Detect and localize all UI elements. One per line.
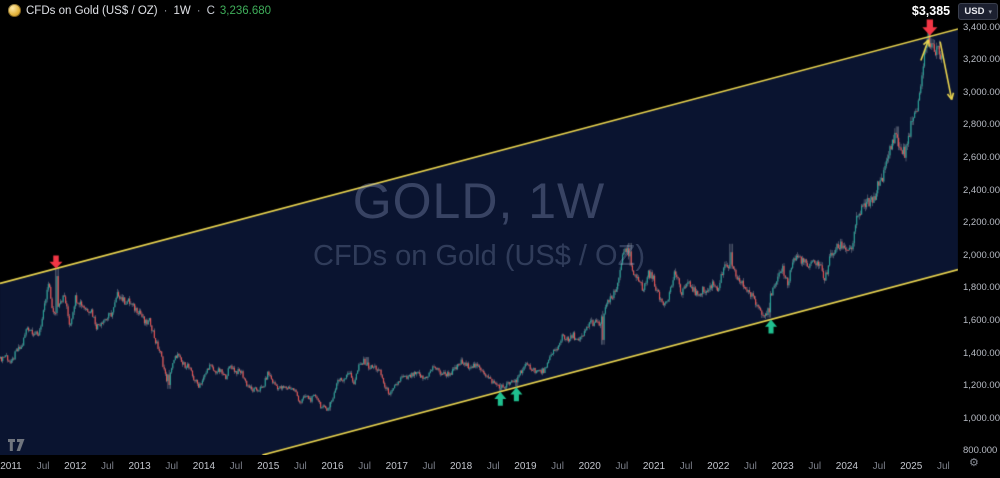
price-axis-label: 2,800.000 <box>963 119 1000 131</box>
time-axis-year-label: 2017 <box>385 461 408 472</box>
last-price-value: 3,236.680 <box>219 4 272 17</box>
axis-settings-gear-icon[interactable]: ⚙ <box>969 457 979 469</box>
time-axis-month-label: Jul <box>486 461 500 472</box>
price-axis-label: 1,400.000 <box>963 347 1000 359</box>
time-axis-year-label: 2025 <box>900 461 923 472</box>
price-axis-label: 800.000 <box>963 445 998 457</box>
price-axis-label: 3,400.000 <box>963 21 1000 33</box>
peak-price-annotation: $3,385 <box>911 4 951 18</box>
price-axis-label: 2,400.000 <box>963 184 1000 196</box>
time-axis-month-label: Jul <box>293 461 307 472</box>
time-axis-month-label: Jul <box>358 461 372 472</box>
time-axis-year-label: 2018 <box>449 461 473 472</box>
time-axis-year-label: 2021 <box>642 461 666 472</box>
symbol-legend[interactable]: CFDs on Gold (US$ / OZ) · 1W · C 3,236.68… <box>8 4 271 17</box>
time-axis[interactable]: 2011 Jul 2012 Jul 2013 Jul 2014 Jul 2015 Jul 2016 J… <box>0 455 1000 478</box>
time-axis-month-label: Jul <box>615 461 629 472</box>
time-axis-month-label: Jul <box>808 461 822 472</box>
chevron-down-icon: ▾ <box>988 8 992 16</box>
legend-separator: · <box>196 4 201 17</box>
tradingview-logo[interactable] <box>7 438 29 452</box>
gold-coin-icon <box>8 4 21 17</box>
currency-toggle-button[interactable]: USD ▾ <box>958 3 998 20</box>
price-axis-label: 2,200.000 <box>963 217 1000 229</box>
time-axis-year-label: 2016 <box>321 461 344 472</box>
price-axis[interactable]: 3,400.000 3,200.000 3,000.000 2,800.000 2,60… <box>958 0 1000 457</box>
currency-label: USD <box>964 6 985 17</box>
legend-separator: · <box>163 4 168 17</box>
time-axis-month-label: Jul <box>229 461 243 472</box>
price-axis-label: 1,800.000 <box>963 282 1000 294</box>
time-axis-month-label: Jul <box>679 461 693 472</box>
time-axis-month-label: Jul <box>872 461 886 472</box>
price-axis-label: 3,000.000 <box>963 86 1000 98</box>
symbol-title: CFDs on Gold (US$ / OZ) <box>26 4 158 17</box>
close-prefix: C <box>206 4 215 17</box>
time-axis-year-label: 2015 <box>257 461 280 472</box>
price-axis-label: 3,200.000 <box>963 54 1000 66</box>
time-axis-year-label: 2013 <box>128 461 151 472</box>
time-axis-month-label: Jul <box>422 461 436 472</box>
time-axis-month-label: Jul <box>551 461 564 472</box>
time-axis-month-label: Jul <box>165 461 179 472</box>
price-axis-label: 1,000.000 <box>963 412 1000 424</box>
time-axis-year-label: 2012 <box>64 461 87 472</box>
time-axis-year-label: 2019 <box>514 461 537 472</box>
price-axis-label: 2,000.000 <box>963 249 1000 261</box>
time-axis-year-label: 2022 <box>707 461 730 472</box>
time-axis-month-label: Jul <box>101 461 114 472</box>
time-axis-year-label: 2023 <box>771 461 794 472</box>
timeframe-label: 1W <box>173 4 191 17</box>
time-axis-month-label: Jul <box>744 461 757 472</box>
time-axis-year-label: 2020 <box>578 461 601 472</box>
time-axis-year-label: 2024 <box>835 461 859 472</box>
time-axis-month-label: Jul <box>36 461 50 472</box>
price-axis-label: 1,200.000 <box>963 380 1000 392</box>
time-axis-month-label: Jul <box>936 461 950 472</box>
price-axis-label: 2,600.000 <box>963 151 1000 163</box>
price-axis-label: 1,600.000 <box>963 314 1000 326</box>
time-axis-year-label: 2011 <box>0 461 22 472</box>
time-axis-year-label: 2014 <box>192 461 216 472</box>
